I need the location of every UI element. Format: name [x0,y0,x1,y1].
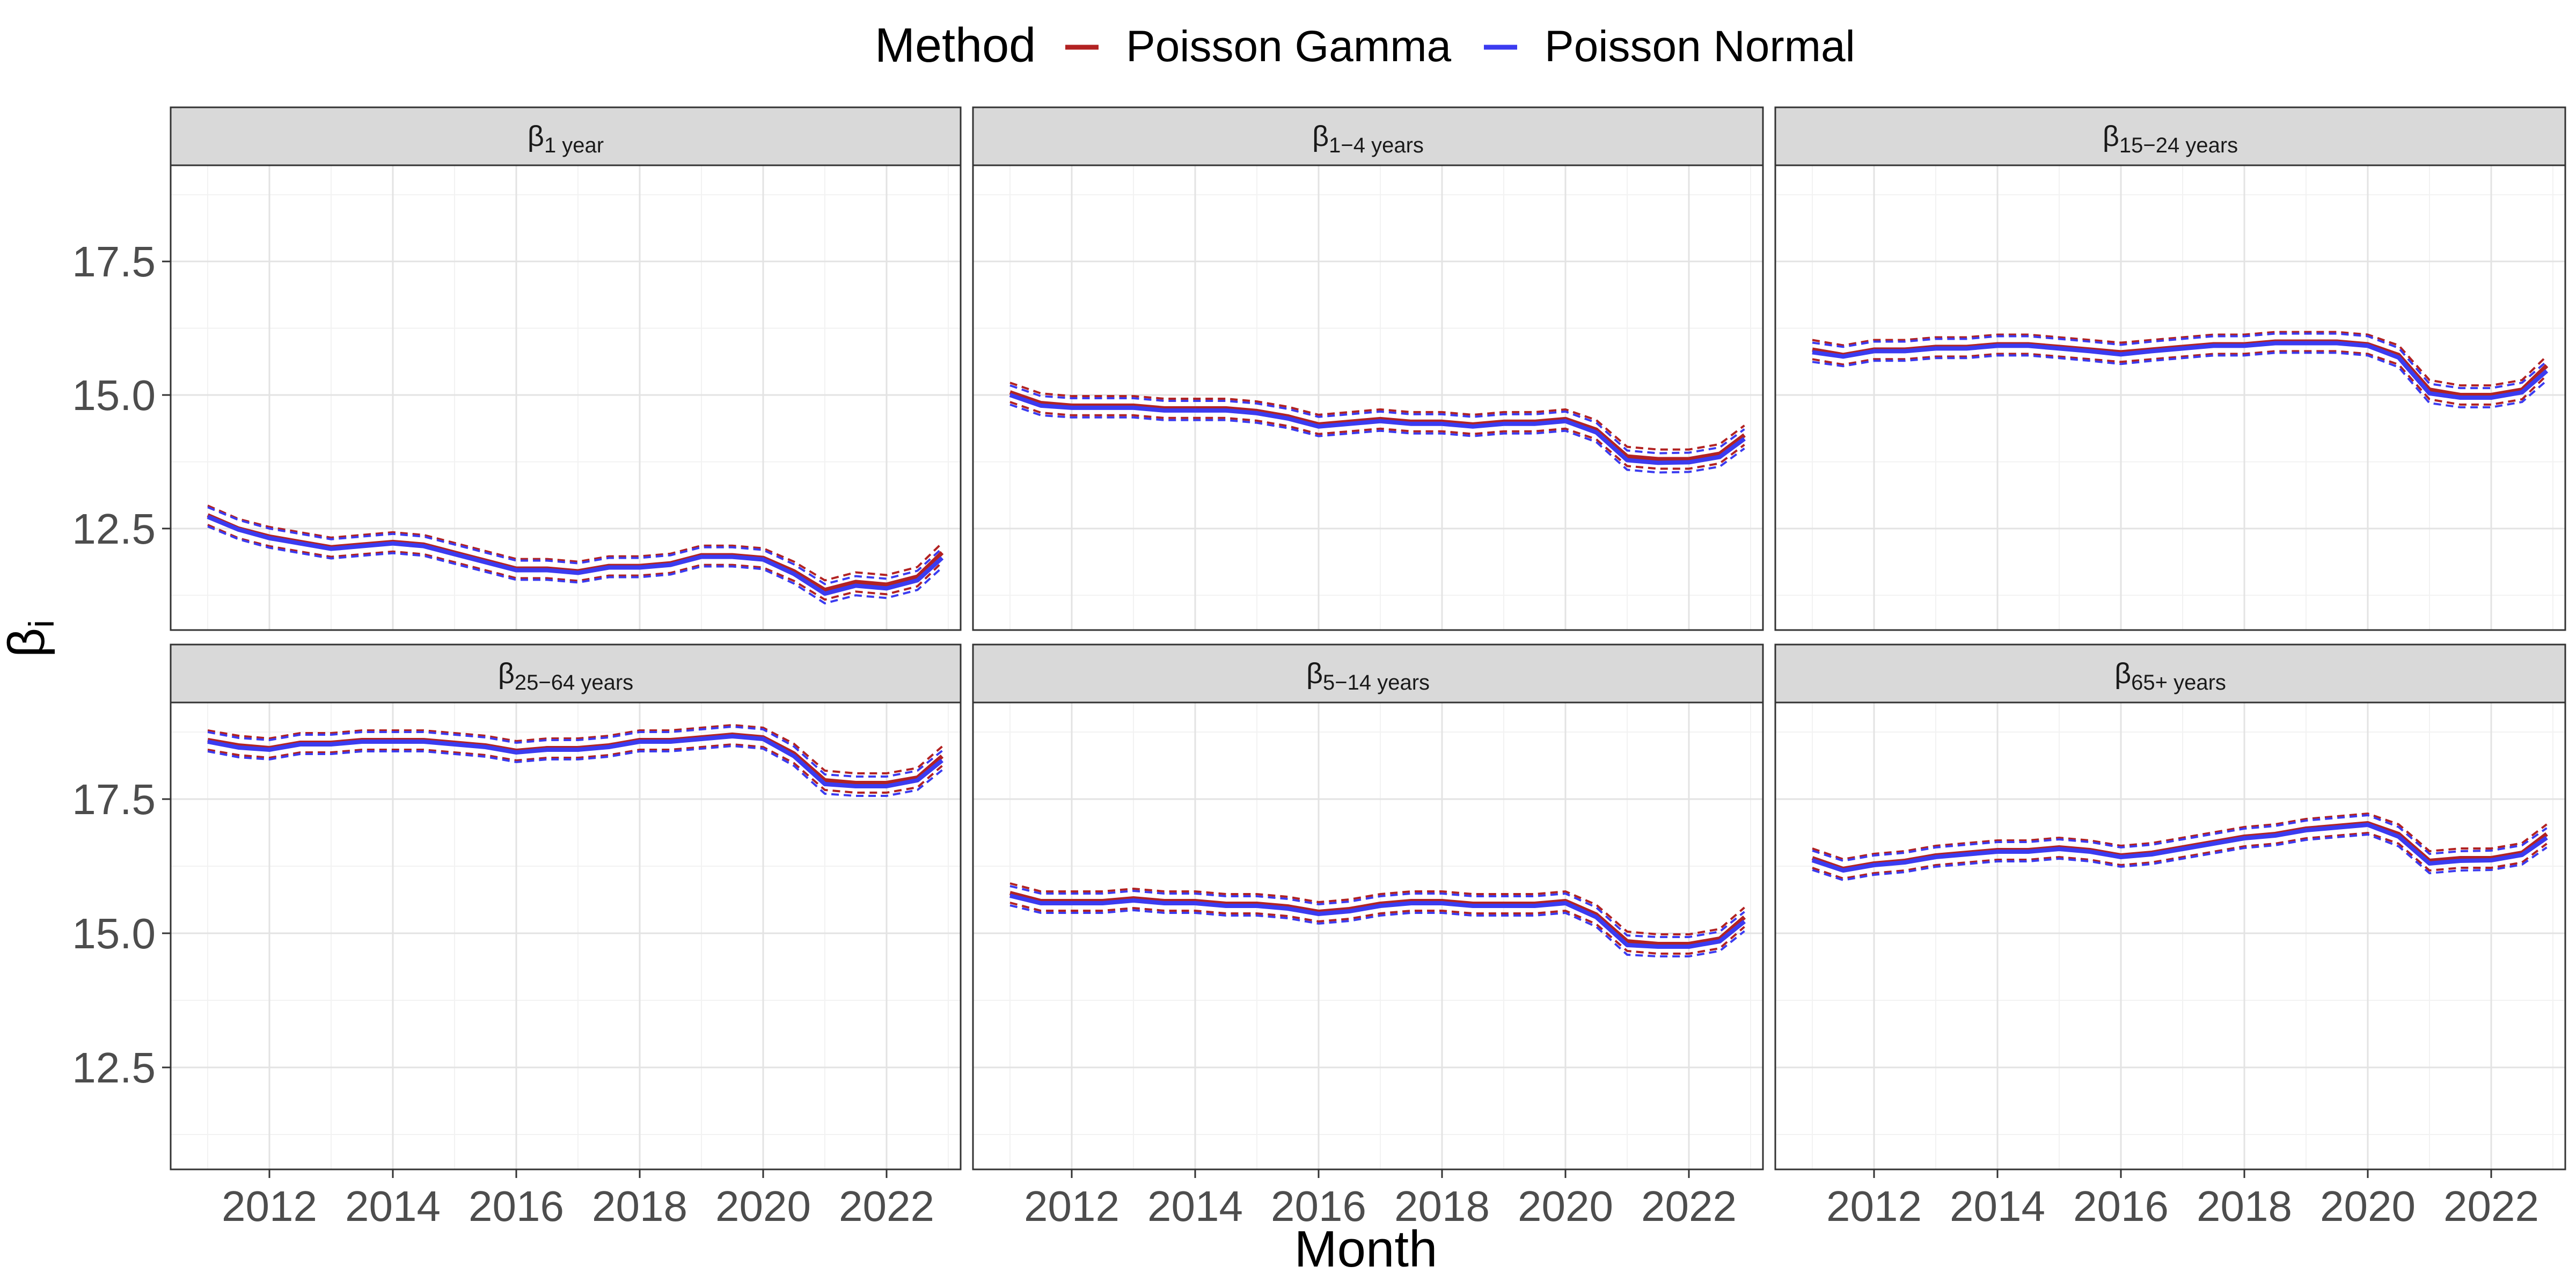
panel-grid: β1 year β1−4 years β15−24 years β25−64 year… [170,106,2566,1170]
panel-1-year: β1 year [170,106,962,631]
x-axis-title: Month [1294,1220,1438,1278]
panel-plot-area [171,165,961,630]
series-poisson-gamma-upper-band [1009,382,1745,451]
x-tick-label: 2012 [222,1182,317,1230]
series-poisson-gamma-upper-band [207,504,943,582]
series-poisson-gamma-lower-band [1812,350,2548,406]
series-poisson-gamma-upper-band [1009,882,1745,935]
panel-strip-label: β1−4 years [1312,120,1424,157]
panel-strip-label: β1 year [528,120,604,157]
legend-title: Method [875,19,1036,72]
panel-strip [1774,643,2566,704]
panel-strip-label: β25−64 years [498,657,633,694]
series-poisson-normal-line [1811,823,2548,873]
series-poisson-normal-lower-band [1812,352,2548,408]
series-poisson-gamma-lower-band [1009,902,1745,955]
series-poisson-normal-line [1009,894,1746,949]
y-tick-label: 12.5 [72,1044,156,1092]
panel-border [170,701,962,1170]
panel-plot-area [1775,165,2565,630]
x-tick-label: 2022 [839,1182,934,1230]
panel-strip [170,643,962,704]
series-poisson-normal-upper-band [207,725,943,778]
x-tick-label: 2016 [2073,1182,2169,1230]
series-poisson-normal-upper-band [1812,814,2548,862]
y-tick-label: 15.0 [72,910,156,957]
series-poisson-gamma-lower-band [207,524,943,601]
panel-plot-area [973,165,1763,630]
panel-plot-area [1775,702,2565,1169]
x-tick-label: 2018 [2197,1182,2292,1230]
legend: Method Poisson Gamma Poisson Normal [875,19,1855,72]
series-poisson-normal-lower-band [1009,904,1745,957]
panel-strip [170,106,962,166]
x-tick-label: 2020 [715,1182,811,1230]
x-tick-label: 2016 [469,1182,564,1230]
panel-25-64-years: β25−64 years [170,643,962,1170]
panel-grid-lines [973,702,1763,1169]
x-tick-label: 2022 [1641,1182,1737,1230]
panel-strip [972,106,1764,166]
legend-label-poisson-gamma: Poisson Gamma [1126,22,1452,71]
series-poisson-normal-lower-band [1812,833,2548,882]
x-tick-label: 2020 [2320,1182,2416,1230]
x-tick-label: 2014 [1950,1182,2045,1230]
x-tick-label: 2016 [1271,1182,1366,1230]
panel-plot-area [171,702,961,1169]
panel-border [1774,701,2566,1170]
series-poisson-normal-line [207,515,944,596]
series-poisson-gamma-lower-band [207,743,943,794]
y-tick-label: 17.5 [72,775,156,823]
series-poisson-normal-line [207,734,944,788]
panel-border [972,701,1764,1170]
series-poisson-normal-line [1009,393,1746,465]
series-poisson-gamma-upper-band [1812,331,2548,387]
panel-grid-lines [1775,702,2565,1169]
series-poisson-normal-upper-band [1009,885,1745,938]
series-poisson-normal-upper-band [207,506,943,586]
x-tick-label: 2014 [1147,1182,1243,1230]
panel-border [972,164,1764,631]
x-tick-label: 2020 [1518,1182,1613,1230]
panel-strip-label: β5−14 years [1306,657,1430,694]
panel-border [1774,164,2566,631]
panel-strip-label: β65+ years [2114,657,2226,694]
y-axis-title: βi [0,620,61,657]
panel-border [170,164,962,631]
series-poisson-normal-line [1812,341,2549,400]
series-poisson-normal-lower-band [207,744,943,797]
panel-5-14-years: β5−14 years [972,643,1764,1170]
x-tick-label: 2014 [345,1182,441,1230]
panel-strip-label: β15−24 years [2103,120,2238,157]
legend-label-poisson-normal: Poisson Normal [1545,22,1855,71]
axis-titles: Month βi [0,620,1437,1278]
series-poisson-normal-upper-band [1009,384,1745,455]
x-tick-label: 2022 [2443,1182,2539,1230]
panel-plot-area [973,702,1763,1169]
y-tick-label: 15.0 [72,371,156,419]
panel-15-24-years: β15−24 years [1774,106,2566,631]
x-tick-label: 2012 [1024,1182,1119,1230]
series-poisson-normal-upper-band [1812,332,2548,390]
panel-strip [972,643,1764,704]
x-axis: 2012 2014 2016 2018 2020 2022 2012 2014 2016 2018… [222,1169,2539,1230]
x-tick-label: 2018 [1394,1182,1490,1230]
series-poisson-normal-lower-band [207,525,943,605]
panel-1-4-years: β1−4 years [972,106,1764,631]
y-tick-label: 12.5 [72,505,156,553]
y-tick-label: 17.5 [72,238,156,286]
y-axis: 12.5 15.0 17.5 12.5 15.0 17.5 [72,238,171,1092]
series-poisson-normal-lower-band [1009,404,1745,474]
series-poisson-gamma-lower-band [1009,401,1745,470]
x-tick-label: 2018 [592,1182,687,1230]
series-poisson-gamma-upper-band [207,723,943,774]
x-tick-label: 2012 [1826,1182,1922,1230]
panel-grid-lines [171,165,961,630]
panel-strip [1774,106,2566,166]
series-poisson-gamma-lower-band [1812,831,2548,880]
series-poisson-gamma-upper-band [1812,812,2548,861]
panel-65+-years: β65+ years [1774,643,2566,1170]
